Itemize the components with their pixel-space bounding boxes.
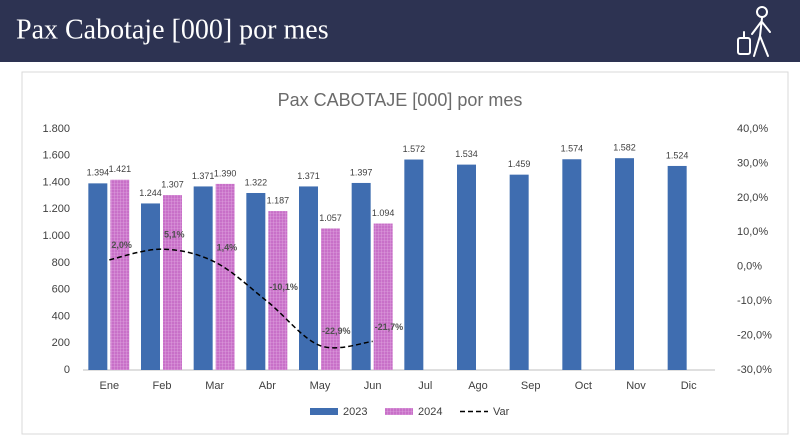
y-tick-label: 1.800	[42, 123, 70, 135]
data-label: 1.397	[350, 167, 373, 177]
data-label: 1.057	[319, 213, 342, 223]
bar	[268, 211, 288, 370]
bar	[193, 186, 213, 370]
var-label: 2,0%	[111, 240, 132, 250]
x-tick-label: Oct	[575, 380, 592, 392]
header-bar	[0, 0, 800, 62]
x-tick-label: Jul	[418, 380, 432, 392]
y2-tick-label: -20,0%	[737, 329, 772, 341]
x-tick-label: Dic	[681, 380, 697, 392]
data-label: 1.534	[455, 149, 478, 159]
data-label: 1.582	[613, 143, 636, 153]
x-tick-label: Ago	[468, 380, 488, 392]
data-label: 1.094	[372, 208, 395, 218]
var-label: -10,1%	[269, 282, 298, 292]
y2-tick-label: 10,0%	[737, 226, 768, 238]
bar	[373, 223, 393, 370]
y2-tick-label: 40,0%	[737, 123, 768, 135]
legend-label: Var	[493, 406, 510, 418]
x-tick-label: Sep	[521, 380, 541, 392]
y-tick-label: 1.000	[42, 230, 70, 242]
x-tick-label: Feb	[153, 380, 172, 392]
y2-tick-label: 0,0%	[737, 261, 762, 273]
x-tick-label: Abr	[259, 380, 276, 392]
bar	[110, 179, 130, 370]
data-label: 1.459	[508, 159, 531, 169]
data-label: 1.524	[666, 150, 689, 160]
legend-swatch	[385, 408, 413, 415]
var-line	[109, 248, 373, 349]
data-label: 1.322	[245, 177, 268, 187]
x-tick-label: Nov	[626, 380, 646, 392]
data-label: 1.307	[161, 179, 184, 189]
legend-swatch	[310, 408, 338, 415]
bar	[351, 182, 371, 370]
y2-tick-label: -10,0%	[737, 295, 772, 307]
data-label: 1.390	[214, 168, 237, 178]
y-tick-label: 1.600	[42, 150, 70, 162]
data-label: 1.371	[297, 171, 320, 181]
bar	[404, 159, 424, 370]
bar	[457, 164, 476, 370]
data-label: 1.394	[87, 168, 110, 178]
var-label: -21,7%	[375, 322, 404, 332]
bar	[88, 183, 108, 370]
data-label: 1.244	[139, 188, 162, 198]
y-tick-label: 0	[64, 364, 70, 376]
y-tick-label: 1.400	[42, 176, 70, 188]
legend-label: 2023	[343, 406, 367, 418]
data-label: 1.421	[109, 164, 132, 174]
x-tick-label: Mar	[205, 380, 224, 392]
bar	[615, 158, 634, 370]
bar	[321, 228, 340, 370]
bar	[163, 195, 182, 370]
data-label: 1.371	[192, 171, 215, 181]
bar	[667, 165, 687, 370]
y-tick-label: 600	[52, 284, 70, 296]
var-label: 1,4%	[217, 242, 238, 252]
bar	[246, 192, 266, 370]
y2-tick-label: -30,0%	[737, 364, 772, 376]
y2-tick-label: 30,0%	[737, 157, 768, 169]
x-tick-label: Jun	[364, 380, 382, 392]
header-title: Pax Cabotaje [000] por mes	[16, 14, 329, 45]
x-tick-label: Ene	[100, 380, 120, 392]
chart-title: Pax CABOTAJE [000] por mes	[278, 90, 523, 110]
bar	[562, 159, 582, 370]
traveler-icon	[737, 6, 771, 57]
var-label: 5,1%	[164, 230, 185, 240]
y-tick-label: 200	[52, 337, 70, 349]
bar	[509, 174, 529, 370]
bar	[141, 203, 160, 370]
y-tick-label: 1.200	[42, 203, 70, 215]
y-tick-label: 800	[52, 257, 70, 269]
y-tick-label: 400	[52, 310, 70, 322]
var-label: -22,9%	[322, 326, 351, 336]
x-tick-label: May	[310, 380, 331, 392]
data-label: 1.574	[561, 144, 584, 154]
data-label: 1.572	[403, 144, 426, 154]
bar	[215, 183, 235, 370]
bar	[299, 186, 318, 370]
data-label: 1.187	[267, 195, 290, 205]
y2-tick-label: 20,0%	[737, 192, 768, 204]
legend-label: 2024	[418, 406, 442, 418]
